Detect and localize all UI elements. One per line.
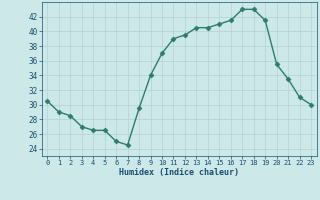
X-axis label: Humidex (Indice chaleur): Humidex (Indice chaleur)	[119, 168, 239, 177]
